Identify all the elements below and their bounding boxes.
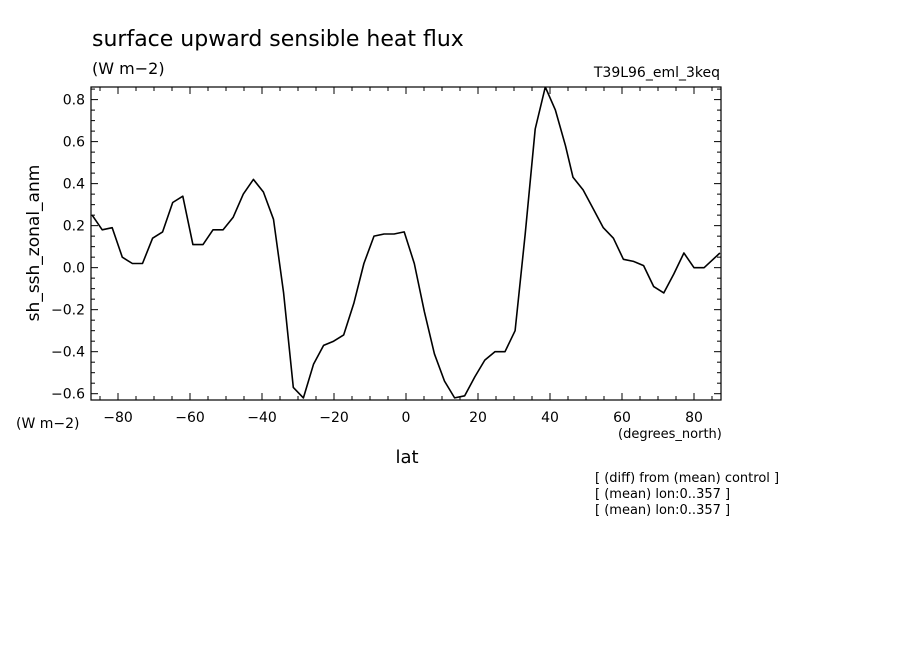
series-line-0 xyxy=(91,87,721,399)
y-tick-label: 0.4 xyxy=(63,177,85,193)
y-units-label: (W m−2) xyxy=(16,416,80,432)
x-axis-label: lat xyxy=(395,447,418,468)
note-line-1: [ (diff) from (mean) control ] xyxy=(595,471,779,486)
x-units-label: (degrees_north) xyxy=(618,427,722,442)
y-tick-label: 0.0 xyxy=(63,261,85,277)
title-units: (W m−2) xyxy=(92,59,165,78)
x-tick-label: 60 xyxy=(613,410,631,426)
plot-frame xyxy=(90,86,722,401)
x-tick-label: −60 xyxy=(175,410,205,426)
note-line-3: [ (mean) lon:0..357 ] xyxy=(595,503,730,518)
x-tick-label: 0 xyxy=(402,410,411,426)
x-tick-label: −20 xyxy=(319,410,349,426)
y-tick-label: 0.6 xyxy=(63,135,85,151)
x-tick-label: 20 xyxy=(469,410,487,426)
note-line-2: [ (mean) lon:0..357 ] xyxy=(595,487,730,502)
y-axis-ticks: −0.6 −0.4 −0.2 0.0 0.2 0.4 0.6 0.8 xyxy=(51,88,721,403)
run-label: T39L96_eml_3keq xyxy=(593,65,720,81)
y-axis-label: sh_ssh_zonal_anm xyxy=(24,165,44,322)
x-tick-label: −80 xyxy=(103,410,133,426)
x-tick-label: −40 xyxy=(247,410,277,426)
x-tick-label: 80 xyxy=(685,410,703,426)
x-tick-label: 40 xyxy=(541,410,559,426)
chart-title: surface upward sensible heat flux xyxy=(92,27,464,52)
y-tick-label: −0.2 xyxy=(51,303,85,319)
y-tick-label: −0.4 xyxy=(51,345,85,361)
y-tick-label: −0.6 xyxy=(51,387,85,403)
x-axis-ticks: −80 −60 −40 −20 0 20 40 60 80 xyxy=(99,87,713,426)
series-group xyxy=(91,87,721,399)
y-tick-label: 0.2 xyxy=(63,219,85,235)
y-tick-label: 0.8 xyxy=(63,93,85,109)
